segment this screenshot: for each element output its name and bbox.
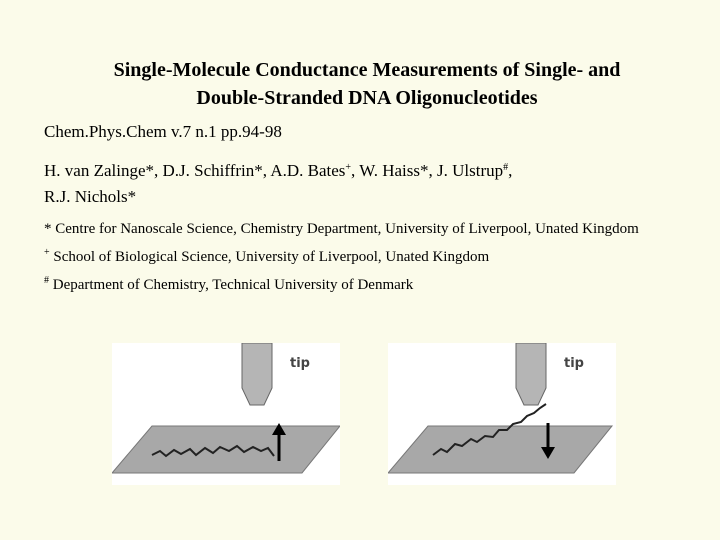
tip-shape	[515, 343, 547, 406]
affiliation: # Department of Chemistry, Technical Uni…	[44, 275, 694, 294]
author-mark: +	[345, 162, 352, 173]
title-line: Double-Stranded DNA Oligonucleotides	[196, 87, 538, 109]
molecule	[432, 403, 547, 456]
title: Single-Molecule Conductance Measurements…	[0, 56, 720, 112]
author-text: R.J. Nichols*	[44, 187, 137, 206]
affiliations: * Centre for Nanoscale Science, Chemistr…	[44, 221, 694, 305]
author-text: H. van Zalinge*, D.J. Schiffrin*, A.D. B…	[44, 161, 346, 180]
figure: tip	[112, 343, 340, 485]
author-text: , W. Haiss*, J. Ulstrup	[351, 161, 504, 180]
tip-label: tip	[290, 356, 310, 371]
molecule	[151, 444, 275, 458]
tip-shape	[241, 343, 273, 406]
citation: Chem.Phys.Chem v.7 n.1 pp.94-98	[44, 122, 282, 141]
affiliation: + School of Biological Science, Universi…	[44, 247, 694, 266]
author-line: H. van Zalinge*, D.J. Schiffrin*, A.D. B…	[44, 158, 512, 184]
author-mark: #	[503, 162, 509, 173]
figure: tip	[388, 343, 616, 485]
affiliation-mark: *	[44, 221, 52, 237]
affiliation-mark: +	[44, 247, 50, 258]
tip-label: tip	[564, 356, 584, 371]
title-line: Single-Molecule Conductance Measurements…	[113, 59, 621, 81]
arrowhead	[272, 423, 286, 435]
authors: H. van Zalinge*, D.J. Schiffrin*, A.D. B…	[44, 158, 512, 210]
surface	[388, 425, 614, 474]
author-line: R.J. Nichols*	[44, 184, 512, 210]
affiliation: * Centre for Nanoscale Science, Chemistr…	[44, 221, 694, 237]
affiliation-text: Centre for Nanoscale Science, Chemistry …	[55, 221, 639, 237]
author-text: ,	[508, 161, 513, 180]
arrowhead	[541, 447, 555, 459]
affiliation-text: Department of Chemistry, Technical Unive…	[52, 277, 414, 293]
affiliation-mark: #	[44, 275, 49, 286]
affiliation-text: School of Biological Science, University…	[53, 249, 490, 265]
